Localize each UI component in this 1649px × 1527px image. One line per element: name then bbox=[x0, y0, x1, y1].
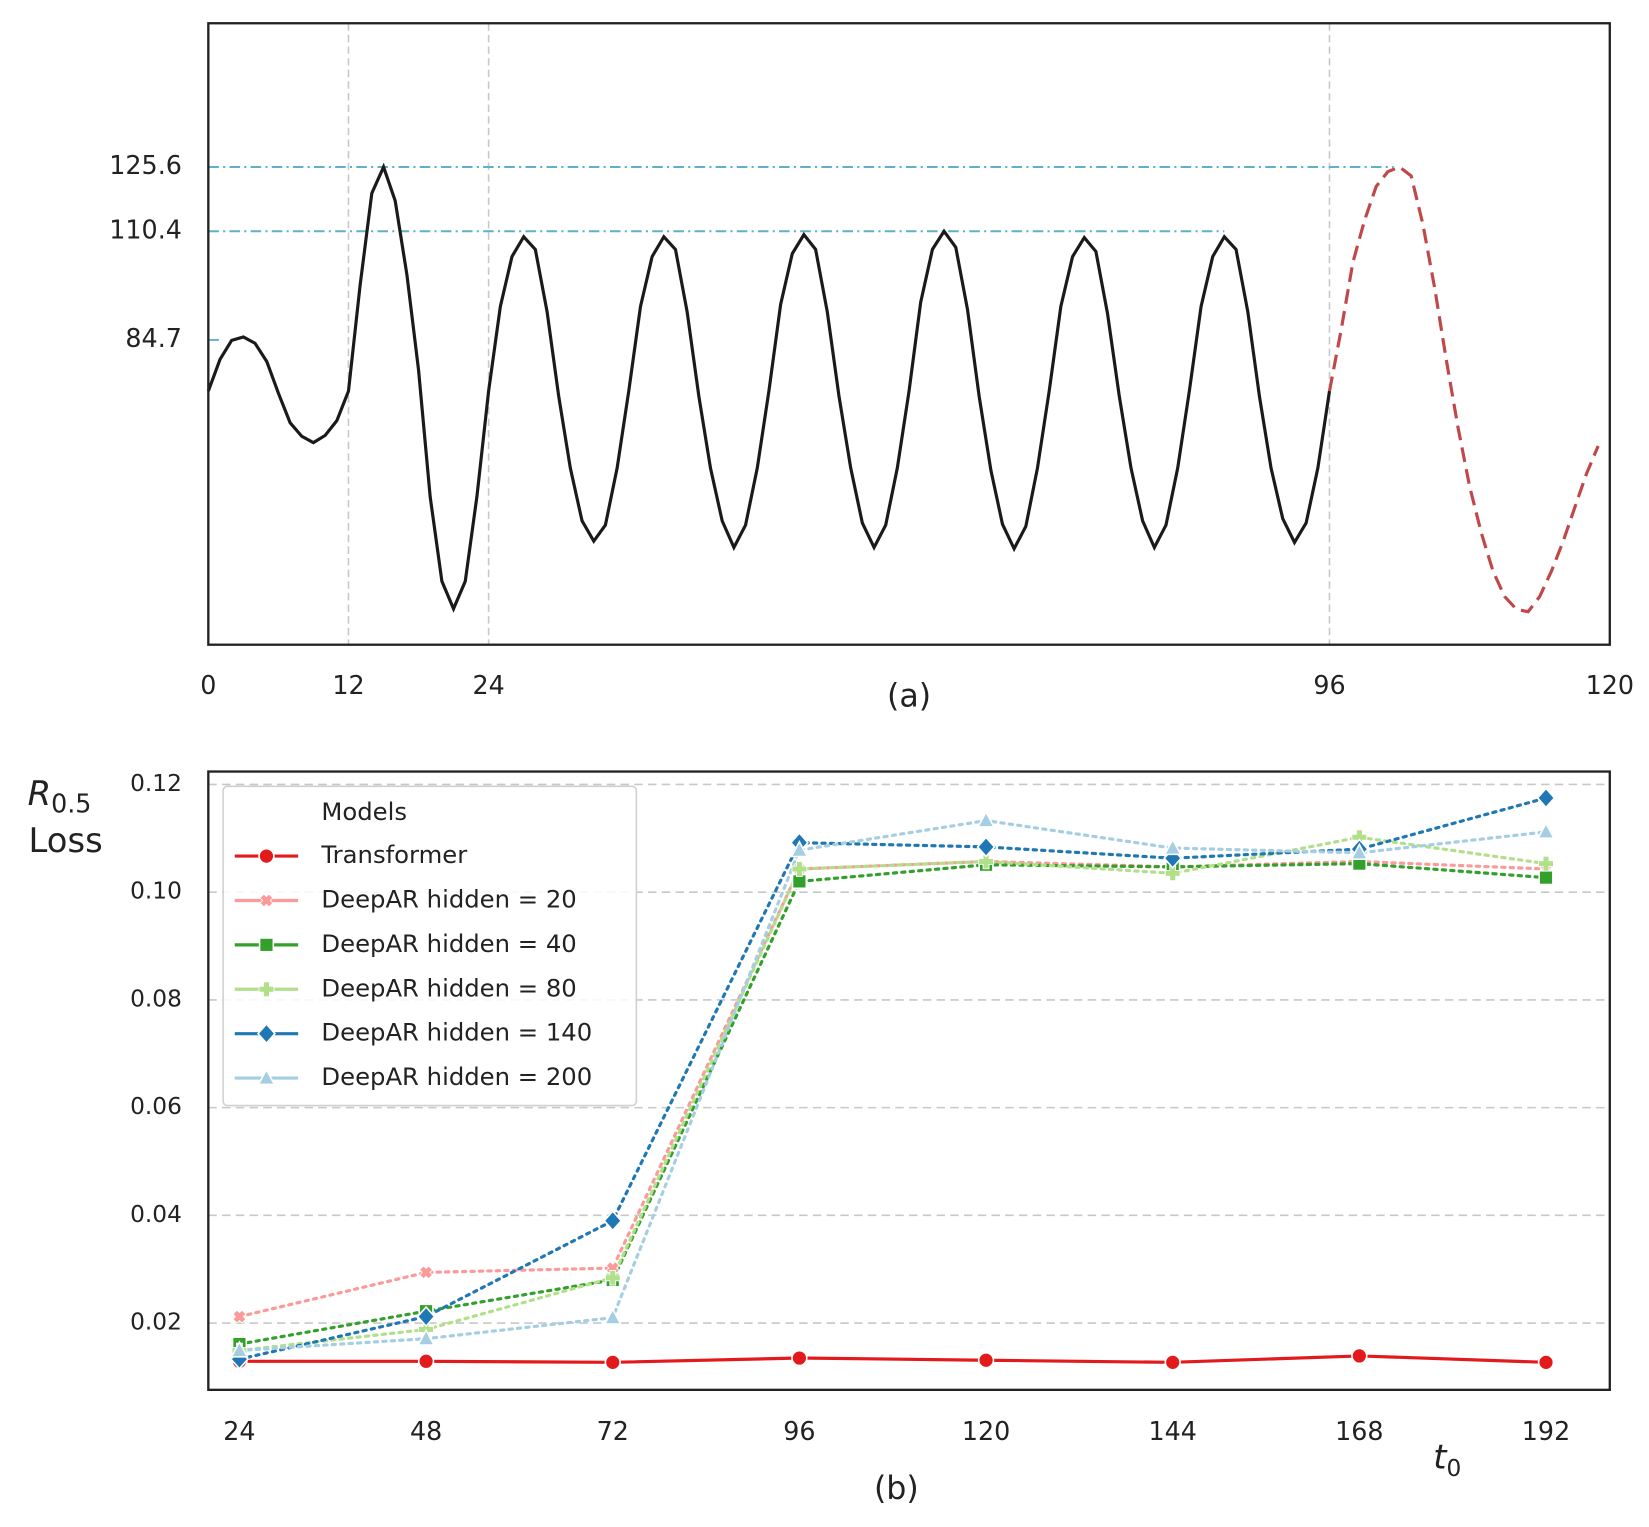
marker bbox=[417, 1353, 435, 1370]
marker bbox=[978, 853, 994, 870]
marker bbox=[416, 1305, 436, 1328]
marker bbox=[977, 1352, 995, 1369]
marker bbox=[1164, 865, 1181, 882]
x-tick-label: 120 bbox=[962, 1416, 1010, 1446]
x-label-symbol: t bbox=[1433, 1437, 1448, 1476]
marker bbox=[419, 1265, 434, 1280]
marker bbox=[1350, 842, 1369, 861]
marker bbox=[1351, 1347, 1368, 1365]
marker bbox=[1538, 869, 1554, 886]
series-line bbox=[237, 835, 1548, 1353]
legend-label: DeepAR hidden = 80 bbox=[321, 973, 576, 1002]
marker bbox=[1538, 855, 1554, 872]
marker bbox=[1537, 1354, 1555, 1371]
y-tick-label: 0.12 bbox=[130, 770, 182, 797]
y-axis-label: R0.5 bbox=[28, 773, 92, 818]
marker bbox=[1163, 837, 1182, 856]
marker bbox=[791, 861, 808, 877]
y-tick-label: 110.4 bbox=[109, 214, 182, 244]
x-tick-label: 24 bbox=[472, 670, 504, 700]
marker bbox=[1536, 821, 1556, 839]
y-tick-label: 0.04 bbox=[130, 1201, 182, 1228]
legend-marker bbox=[258, 981, 275, 998]
legend-marker bbox=[258, 847, 275, 865]
panel-label: (b) bbox=[874, 1471, 919, 1507]
marker bbox=[1164, 1354, 1181, 1371]
x-tick-label: 168 bbox=[1335, 1416, 1383, 1446]
legend-label: DeepAR hidden = 140 bbox=[321, 1018, 592, 1047]
series-line bbox=[237, 862, 1548, 1346]
marker bbox=[790, 840, 809, 858]
legend-label: DeepAR hidden = 200 bbox=[321, 1062, 592, 1091]
x-tick-label: 48 bbox=[410, 1416, 442, 1446]
y-label-subscript: 0.5 bbox=[51, 788, 91, 818]
x-tick-label: 144 bbox=[1148, 1416, 1196, 1446]
legend-label: DeepAR hidden = 20 bbox=[321, 884, 576, 913]
y-tick-label: 0.06 bbox=[130, 1093, 182, 1120]
legend-marker bbox=[259, 893, 274, 908]
marker bbox=[976, 836, 996, 858]
marker bbox=[232, 1309, 247, 1324]
marker bbox=[603, 1210, 623, 1232]
y-axis-label: Loss bbox=[29, 821, 103, 860]
series-line bbox=[237, 818, 1548, 1353]
x-tick-label: 0 bbox=[200, 670, 216, 700]
y-tick-label: 125.6 bbox=[109, 150, 182, 180]
marker bbox=[604, 1354, 621, 1371]
x-tick-label: 96 bbox=[783, 1416, 815, 1446]
axes-frame bbox=[207, 22, 1611, 646]
legend-title: Models bbox=[321, 797, 407, 826]
legend-label: DeepAR hidden = 40 bbox=[321, 929, 576, 958]
series-line bbox=[206, 162, 1332, 613]
panel-label: (a) bbox=[887, 679, 931, 715]
x-axis-label: t0 bbox=[1433, 1437, 1461, 1482]
marker bbox=[791, 1349, 808, 1367]
x-tick-label: 12 bbox=[332, 670, 364, 700]
marker bbox=[416, 1328, 436, 1346]
marker bbox=[976, 810, 996, 828]
y-tick-label: 0.08 bbox=[130, 985, 182, 1012]
marker bbox=[1536, 787, 1556, 809]
legend-marker bbox=[258, 937, 275, 953]
legend-label: Transformer bbox=[320, 840, 467, 869]
legend-box bbox=[222, 785, 638, 1107]
marker bbox=[604, 1269, 621, 1286]
marker bbox=[603, 1307, 622, 1325]
legend-marker bbox=[256, 1022, 276, 1045]
x-tick-label: 120 bbox=[1586, 670, 1634, 700]
x-tick-label: 96 bbox=[1313, 670, 1345, 700]
legend-marker bbox=[257, 1067, 276, 1086]
series-line bbox=[239, 1354, 1547, 1364]
x-tick-label: 192 bbox=[1522, 1416, 1570, 1446]
x-tick-label: 72 bbox=[597, 1416, 629, 1446]
series-line bbox=[1327, 165, 1600, 614]
y-tick-label: 84.7 bbox=[125, 323, 181, 353]
x-label-subscript: 0 bbox=[1447, 1455, 1462, 1482]
axes-frame bbox=[207, 770, 1611, 1391]
x-tick-label: 24 bbox=[223, 1416, 255, 1446]
y-tick-label: 0.10 bbox=[130, 878, 182, 905]
y-tick-label: 0.02 bbox=[130, 1309, 182, 1336]
y-label-symbol: R bbox=[28, 773, 52, 812]
marker bbox=[230, 1340, 249, 1358]
